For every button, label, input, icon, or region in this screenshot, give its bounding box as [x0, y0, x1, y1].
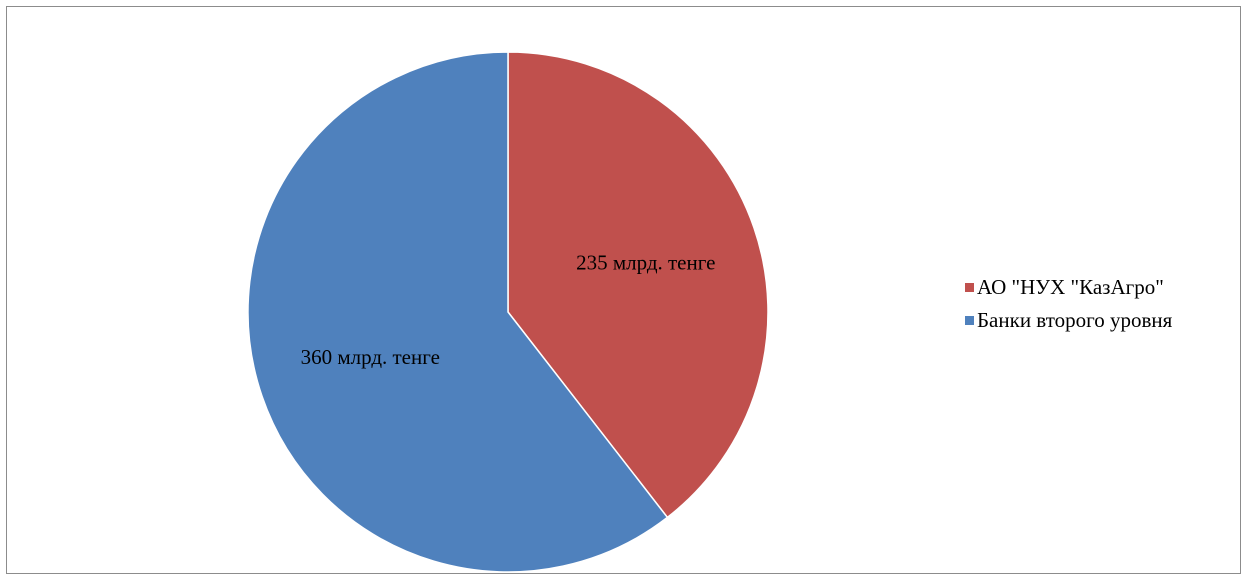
legend: АО "НУХ "КазАгро" Банки второго уровня: [965, 273, 1172, 339]
legend-swatch-kazagro: [965, 283, 974, 292]
pie-slice-banks: [247, 51, 669, 573]
legend-item-banks: Банки второго уровня: [965, 306, 1172, 335]
legend-item-kazagro: АО "НУХ "КазАгро": [965, 273, 1172, 302]
data-label-banks: 360 млрд. тенге: [301, 345, 440, 369]
data-label-kazagro: 235 млрд. тенге: [576, 251, 715, 275]
legend-label-banks: Банки второго уровня: [977, 308, 1173, 332]
pie-slice-kazagro: [507, 51, 769, 519]
legend-label-kazagro: АО "НУХ "КазАгро": [977, 275, 1164, 299]
chart-frame: 235 млрд. тенге 360 млрд. тенге АО "НУХ "…: [6, 6, 1241, 574]
pie-chart: 235 млрд. тенге 360 млрд. тенге: [247, 51, 769, 573]
legend-swatch-banks: [965, 316, 974, 325]
